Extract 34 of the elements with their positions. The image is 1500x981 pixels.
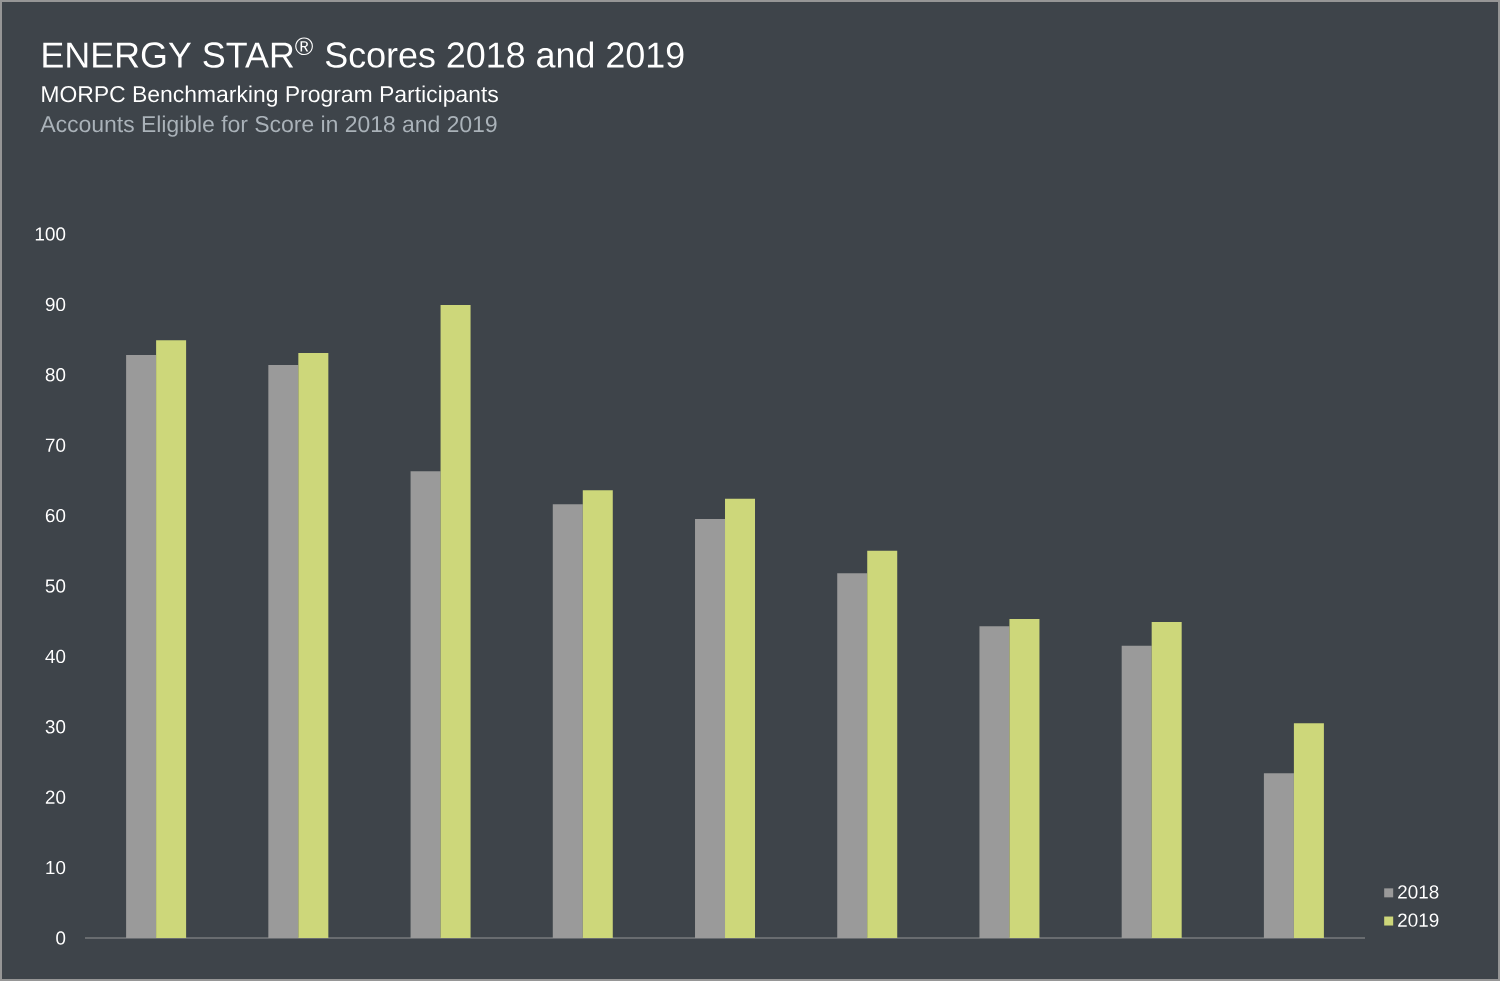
bar [695,519,726,938]
legend-label: 2019 [1398,913,1439,927]
y-tick-label: 50 [45,579,66,593]
bar [979,626,1010,938]
bar [126,355,157,938]
bar [268,364,299,938]
bar [156,340,187,938]
y-tick-label: 0 [56,931,66,945]
legend-label: 2018 [1398,885,1439,899]
chart-subtitle: MORPC Benchmarking Program Participants [42,85,498,107]
y-tick-label: 80 [45,368,66,382]
bar [582,490,613,938]
bar [298,352,329,938]
bar [552,504,583,938]
bar [837,573,868,938]
y-tick-label: 90 [45,297,66,312]
bar [410,471,441,938]
y-tick-label: 40 [45,649,66,664]
bar [867,550,898,938]
y-tick-label: 60 [45,508,66,523]
bar [1009,619,1040,938]
y-tick-label: 30 [45,720,66,734]
y-tick-label: 10 [46,860,66,875]
text: Accounts Eligible for Score in 2018 and 2019 [40,115,497,137]
bar [440,305,471,938]
bar [1151,621,1182,938]
y-tick-label: 20 [45,790,66,804]
chart-title: ENERGY STAR$^{®}$ Scores 2018 and 2019 [43,37,684,68]
bar [1293,723,1324,938]
y-tick-label: 70 [45,438,66,452]
bar [1263,773,1294,938]
y-tick-label: 100 [35,227,66,241]
bar [725,498,756,938]
bar [1121,645,1152,938]
